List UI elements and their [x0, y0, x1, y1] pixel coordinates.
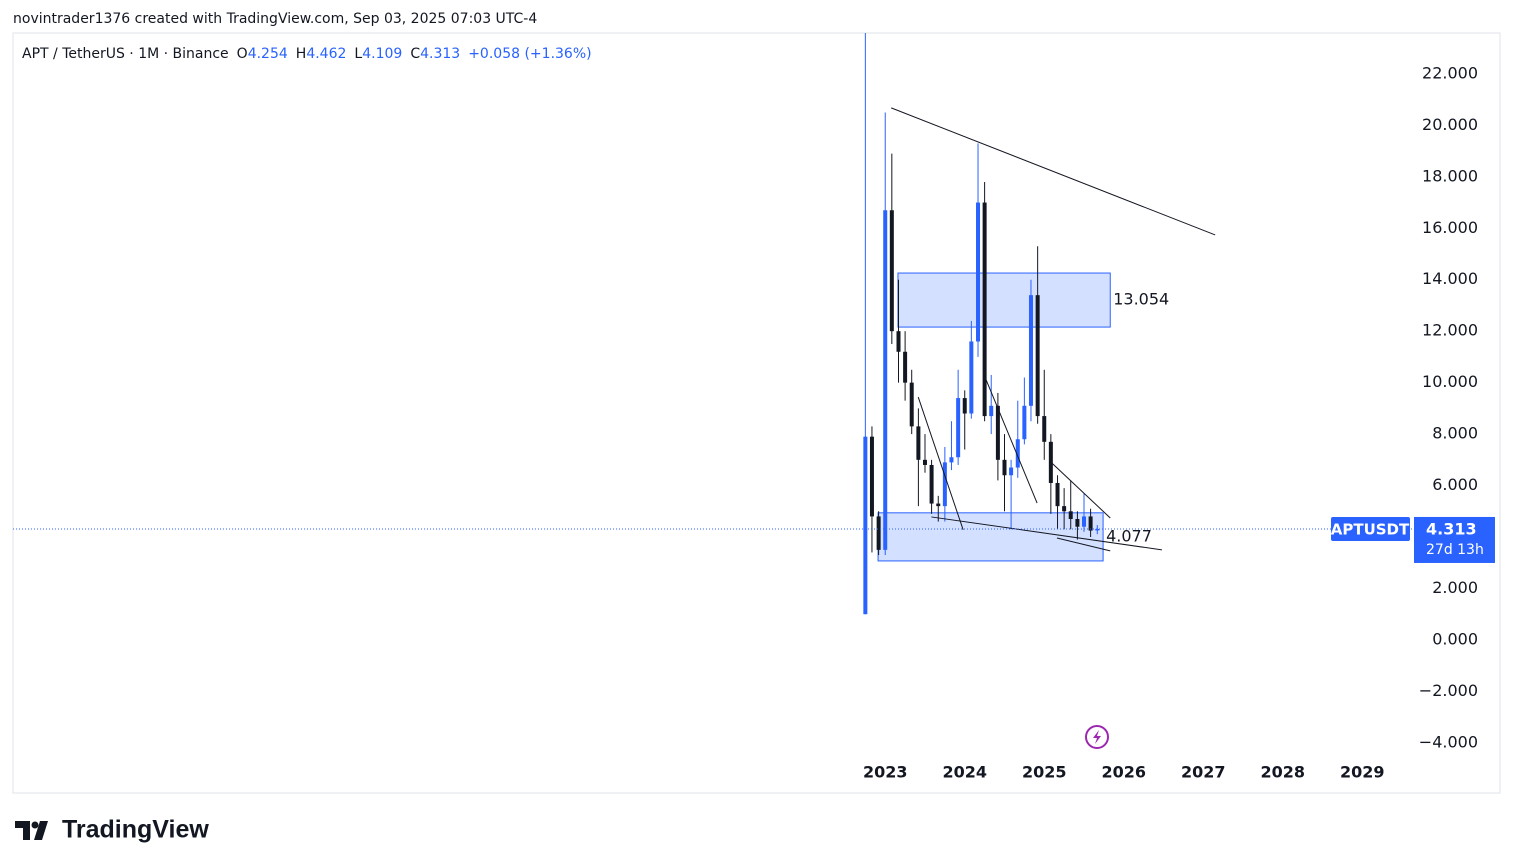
trendline — [1050, 461, 1111, 519]
candle-body — [929, 464, 934, 504]
x-tick-label: 2025 — [1022, 763, 1067, 782]
candle-body — [1009, 467, 1014, 476]
ohlc-label: O — [237, 46, 248, 62]
candle-body — [916, 426, 921, 460]
x-tick-label: 2024 — [942, 763, 987, 782]
candle-body — [1068, 511, 1073, 519]
brand: TradingView — [62, 816, 209, 844]
symbol: APT / TetherUS · 1M · Binance — [22, 46, 229, 62]
price-box — [1414, 516, 1495, 563]
candle-body — [909, 382, 914, 427]
ohlc-value: 4.109 — [362, 46, 402, 62]
x-tick-label: 2023 — [863, 763, 908, 782]
candle-body — [976, 202, 981, 342]
candle-body — [903, 351, 908, 383]
chart-frame — [12, 32, 1501, 794]
x-tick-label: 2029 — [1340, 763, 1385, 782]
trendline — [931, 516, 1162, 551]
zone-label: 4.077 — [1106, 526, 1152, 545]
y-tick-label: 6.000 — [1432, 475, 1478, 494]
zone — [897, 272, 1111, 328]
candle-body — [989, 405, 994, 417]
candle-body — [863, 436, 868, 615]
ohlc-label: C — [410, 46, 420, 62]
ohlc-value: 4.462 — [306, 46, 346, 62]
y-tick-label: 16.000 — [1422, 218, 1478, 237]
candle-body — [1075, 518, 1080, 527]
ticker-box — [1331, 516, 1410, 541]
candle-body — [969, 341, 974, 414]
ohlc-label: L — [354, 46, 362, 62]
candle-body — [869, 436, 874, 517]
ohlc-value: 4.254 — [248, 46, 288, 62]
y-tick-label: 2.000 — [1432, 578, 1478, 597]
zone — [877, 512, 1104, 562]
y-tick-label: 0.000 — [1432, 629, 1478, 648]
candle-body — [889, 210, 894, 332]
candle-body — [896, 331, 901, 352]
y-tick-label: 8.000 — [1432, 424, 1478, 443]
candle-body — [1035, 295, 1040, 417]
y-tick-label: −4.000 — [1419, 732, 1478, 751]
candle-body — [949, 457, 954, 463]
author-line: novintrader1376 created with TradingView… — [13, 11, 537, 27]
candle-body — [1088, 516, 1093, 531]
y-tick-label: −2.000 — [1419, 681, 1478, 700]
candle-body — [995, 405, 1000, 460]
ohlc-label: H — [296, 46, 307, 62]
y-tick-label: 18.000 — [1422, 166, 1478, 185]
trendline — [985, 379, 1038, 504]
trendline — [1056, 537, 1111, 552]
candle-body — [1022, 405, 1027, 440]
candle-body — [936, 503, 941, 507]
candle-body — [962, 398, 967, 414]
candle-body — [942, 462, 947, 507]
trendline — [891, 107, 1216, 236]
ohlc-value: 4.313 — [420, 46, 460, 62]
y-tick-label: 20.000 — [1422, 115, 1478, 134]
y-tick-label: 22.000 — [1422, 63, 1478, 82]
y-tick-label: 12.000 — [1422, 321, 1478, 340]
x-tick-label: 2026 — [1101, 763, 1146, 782]
ticker-label: APTUSDT — [1331, 520, 1410, 538]
x-tick-label: 2028 — [1261, 763, 1306, 782]
zone-label: 13.054 — [1113, 290, 1169, 309]
candle-body — [1028, 295, 1033, 406]
trendline — [917, 396, 964, 530]
change: +0.058 (+1.36%) — [468, 46, 591, 62]
candle-body — [922, 459, 927, 465]
candle-body — [876, 516, 881, 550]
candle-body — [1095, 528, 1100, 531]
candle-body — [1055, 482, 1060, 507]
candle-body — [1062, 506, 1067, 512]
candle-body — [1042, 416, 1047, 442]
y-tick-label: 14.000 — [1422, 269, 1478, 288]
candle-body — [883, 210, 888, 550]
countdown: 27d 13h — [1426, 542, 1484, 558]
candle-body — [982, 202, 987, 417]
price-label: 4.313 — [1426, 519, 1477, 538]
legend: APT / TetherUS · 1M · Binance O4.254 H4.46… — [22, 46, 592, 62]
candle-body — [956, 398, 961, 458]
logo: TradingView — [15, 816, 209, 844]
x-tick-label: 2027 — [1181, 763, 1226, 782]
candle-body — [1002, 459, 1007, 476]
candle-body — [1015, 439, 1020, 468]
candle-body — [1082, 516, 1087, 527]
plot: −4.000−2.0000.0002.0004.0006.0008.00010.… — [13, 33, 1495, 782]
y-tick-label: 10.000 — [1422, 372, 1478, 391]
flash-icon — [1085, 725, 1109, 749]
